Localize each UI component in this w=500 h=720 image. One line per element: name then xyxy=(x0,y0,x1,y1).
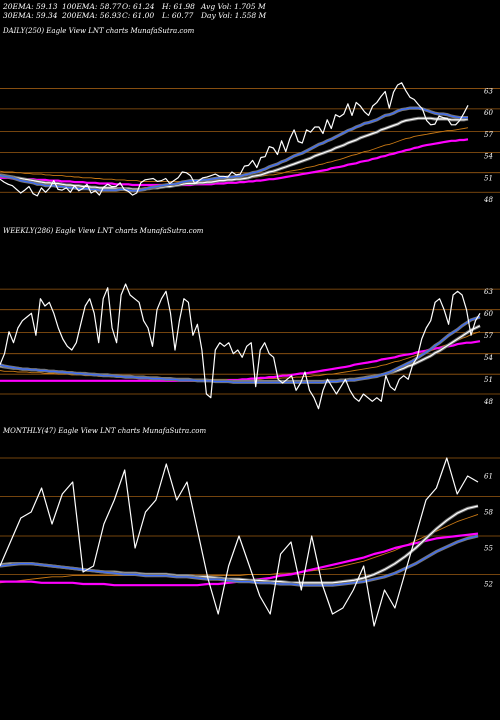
series-line-0 xyxy=(0,82,469,197)
series-line-4 xyxy=(0,532,479,587)
series-line-0 xyxy=(0,283,481,410)
ema30-label: 30EMA: 59.34 xyxy=(3,11,58,20)
series-line-1 xyxy=(0,107,468,192)
y-tick-label: 48 xyxy=(483,196,493,204)
y-tick-label: 54 xyxy=(484,153,493,161)
ema200-label: 200EMA: 56.93 xyxy=(62,11,122,20)
series-line-3 xyxy=(0,513,479,584)
y-tick-label: 57 xyxy=(484,131,493,139)
weekly-chart: 48 51 54 57 60 63 xyxy=(0,283,500,410)
y-tick-label: 51 xyxy=(484,376,493,384)
y-tick-label: 48 xyxy=(483,398,493,406)
daily-panel: DAILY(250) Eagle View LNT charts MunafaS… xyxy=(0,26,500,216)
y-tick-label: 55 xyxy=(484,545,493,553)
series-line-1 xyxy=(0,316,481,383)
avg-vol-label: Avg Vol: 1.705 M xyxy=(201,2,266,11)
y-tick-label: 60 xyxy=(484,310,493,318)
ema100-label: 100EMA: 58.77 xyxy=(62,2,122,11)
daily-chart: 48 51 54 57 60 63 xyxy=(0,82,500,204)
monthly-panel: MONTHLY(47) Eagle View LNT charts Munafa… xyxy=(0,426,500,634)
y-tick-label: 51 xyxy=(484,174,493,182)
weekly-panel-title: WEEKLY(286) Eagle View LNT charts Munafa… xyxy=(3,227,204,235)
day-vol-label: Day Vol: 1.558 M xyxy=(201,11,267,20)
low-label: L: 60.77 xyxy=(162,11,194,20)
ema20-label: 20EMA: 59.13 xyxy=(3,2,58,11)
series-line-0 xyxy=(0,457,479,627)
series-line-4 xyxy=(0,138,469,187)
series-line-4 xyxy=(0,340,481,382)
series-shadow-line xyxy=(0,116,469,191)
weekly-panel: WEEKLY(286) Eagle View LNT charts Munafa… xyxy=(0,226,500,418)
series-line-1 xyxy=(0,535,479,586)
y-tick-label: 61 xyxy=(484,473,493,481)
series-line-2 xyxy=(0,117,469,190)
monthly-panel-title: MONTHLY(47) Eagle View LNT charts Munafa… xyxy=(3,427,207,435)
y-tick-label: 63 xyxy=(484,288,493,296)
y-tick-label: 52 xyxy=(484,581,493,589)
daily-panel-title: DAILY(250) Eagle View LNT charts MunafaS… xyxy=(3,27,195,35)
open-label: O: 61.24 xyxy=(122,2,155,11)
y-tick-label: 58 xyxy=(484,509,493,517)
y-tick-label: 57 xyxy=(484,332,493,340)
y-tick-label: 63 xyxy=(484,87,493,95)
high-label: H: 61.98 xyxy=(162,2,195,11)
close-label: C: 61.00 xyxy=(122,11,155,20)
y-tick-label: 54 xyxy=(484,354,493,362)
y-tick-label: 60 xyxy=(484,109,493,117)
monthly-chart: 52 55 58 61 xyxy=(0,457,500,627)
